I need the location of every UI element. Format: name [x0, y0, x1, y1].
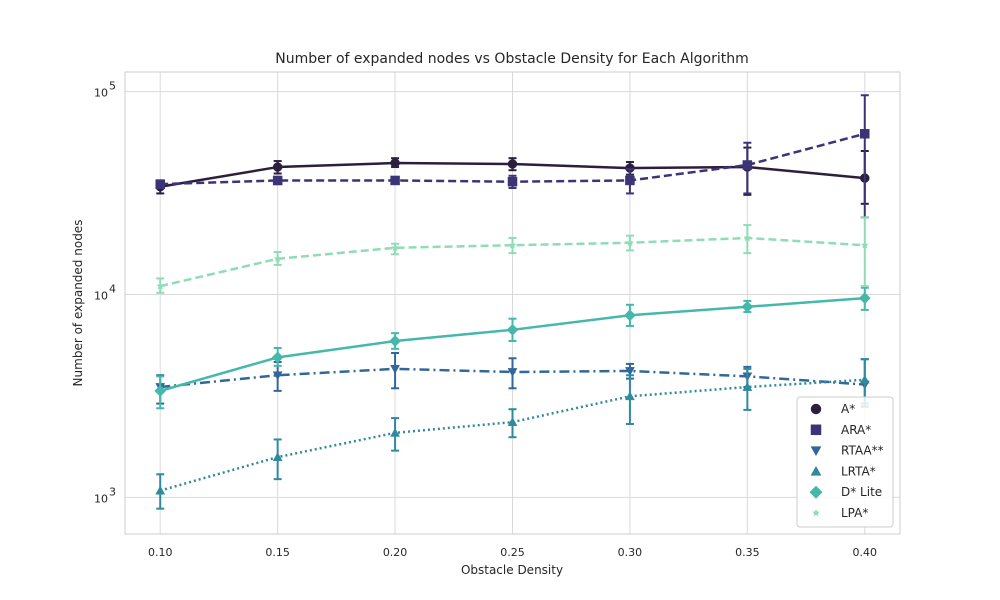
data-point: [272, 371, 283, 381]
data-point: [508, 241, 517, 249]
data-point: [623, 309, 636, 322]
data-point: [155, 179, 165, 189]
data-point: [860, 241, 869, 249]
data-point: [742, 382, 753, 391]
data-point: [155, 485, 166, 495]
data-point: [156, 281, 165, 290]
series-D* Lite: [154, 286, 871, 410]
data-point: [272, 162, 283, 172]
legend-item: ARA*: [810, 423, 871, 437]
data-point: [741, 300, 754, 313]
x-axis-ticks: 0.10 0.15 0.20 0.25 0.30 0.35 0.40: [148, 546, 877, 559]
x-tick-label: 0.15: [265, 546, 290, 559]
legend-label: ARA*: [841, 423, 871, 437]
data-point: [624, 367, 635, 376]
data-point: [271, 351, 284, 364]
data-point: [858, 292, 871, 305]
data-point: [390, 158, 400, 168]
data-point: [272, 175, 283, 186]
legend-label: LRTA*: [841, 464, 876, 478]
data-point: [625, 175, 635, 186]
x-tick-label: 0.35: [735, 546, 760, 559]
data-point: [273, 254, 282, 263]
legend-item: LPA*: [812, 506, 868, 520]
plot-area-frame: [124, 71, 901, 535]
y-tick-exponent: 5: [109, 80, 116, 93]
y-tick-base: 10: [94, 290, 108, 303]
data-point: [389, 335, 402, 347]
data-point: [507, 417, 518, 426]
y-tick-exponent: 3: [109, 485, 116, 498]
data-point: [624, 391, 635, 401]
legend-marker: [812, 508, 820, 517]
data-point: [390, 175, 400, 186]
legend-marker: [810, 465, 822, 476]
data-point: [625, 238, 634, 247]
y-tick-label: 105: [94, 80, 116, 100]
x-tick-label: 0.10: [148, 546, 173, 559]
data-point: [507, 368, 518, 378]
y-axis-label: Number of expanded nodes: [71, 220, 85, 387]
data-point: [154, 384, 167, 397]
data-point: [506, 323, 519, 336]
y-tick-label: 104: [94, 283, 116, 303]
x-axis-label: Obstacle Density: [461, 563, 563, 577]
series-LPA*: [156, 216, 869, 294]
y-tick-label: 103: [94, 485, 116, 505]
legend-marker: [809, 485, 823, 499]
legend-item: LRTA*: [810, 464, 876, 478]
chart-title: Number of expanded nodes vs Obstacle Den…: [275, 51, 748, 67]
series-layer: [154, 94, 871, 510]
legend-item: A*: [810, 402, 855, 416]
legend-label: A*: [841, 402, 855, 416]
x-tick-label: 0.40: [853, 546, 878, 559]
series-LRTA*: [155, 358, 870, 510]
y-tick-exponent: 4: [109, 283, 116, 296]
legend-label: D* Lite: [841, 485, 882, 499]
data-point: [742, 160, 753, 170]
data-point: [391, 243, 400, 252]
legend-marker: [810, 446, 822, 457]
data-point: [743, 233, 752, 242]
y-tick-base: 10: [94, 492, 108, 505]
data-point: [507, 176, 518, 187]
legend-marker: [810, 424, 822, 436]
legend-item: RTAA**: [810, 444, 884, 458]
data-point: [272, 452, 283, 461]
series-ARA*: [155, 94, 870, 219]
data-point: [859, 374, 870, 384]
x-tick-label: 0.30: [618, 546, 643, 559]
x-tick-label: 0.25: [500, 546, 525, 559]
data-point: [860, 129, 870, 139]
legend: A* ARA* RTAA** LRTA* D* Lite LPA*: [796, 396, 894, 528]
legend-marker: [810, 403, 822, 415]
data-point: [390, 427, 401, 437]
data-point: [507, 159, 518, 169]
y-tick-base: 10: [94, 87, 108, 100]
data-point: [390, 365, 401, 374]
legend-label: LPA*: [841, 506, 868, 520]
legend-item: D* Lite: [809, 485, 882, 499]
legend-label: RTAA**: [841, 444, 884, 458]
x-tick-label: 0.20: [383, 546, 408, 559]
